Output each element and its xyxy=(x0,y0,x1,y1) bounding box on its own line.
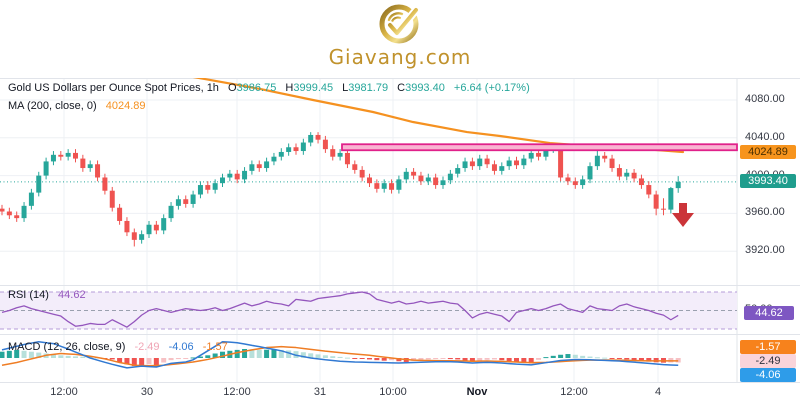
time-axis-label: 4 xyxy=(654,386,662,398)
macd-signal-badge: -1.57 xyxy=(740,340,796,354)
ma-price-badge: 4024.89 xyxy=(740,145,796,159)
high-value: 3999.45 xyxy=(293,82,334,94)
open-prefix: O xyxy=(228,82,237,94)
change-value: +6.64 (+0.17%) xyxy=(453,82,530,94)
brand-name: Giavang.com xyxy=(328,45,472,69)
symbol-info-bar[interactable]: Gold US Dollars per Ounce Spot Prices, 1… xyxy=(8,82,530,94)
macd-hist-value: -2.49 xyxy=(134,341,160,353)
time-axis-label: 12:00 xyxy=(560,386,588,398)
low-value: 3981.79 xyxy=(348,82,389,94)
open-value: 3986.75 xyxy=(236,82,277,94)
time-axis-label: 12:00 xyxy=(223,386,251,398)
close-value: 3993.40 xyxy=(405,82,445,94)
price-axis-label: 3960.00 xyxy=(745,206,785,219)
time-axis-label: 12:00 xyxy=(50,386,78,398)
time-axis-label: Nov xyxy=(466,386,488,398)
symbol-title: Gold US Dollars per Ounce Spot Prices, 1… xyxy=(8,82,219,94)
macd-line-value: -4.06 xyxy=(168,341,194,353)
ma-value: 4024.89 xyxy=(105,100,146,112)
macd-line-badge: -4.06 xyxy=(740,368,796,382)
macd-legend[interactable]: MACD (12, 26, close, 9) -2.49 -4.06 -1.5… xyxy=(8,341,228,353)
rsi-value: 44.62 xyxy=(58,289,86,301)
macd-label: MACD (12, 26, close, 9) xyxy=(8,341,126,353)
giavang-logo-icon xyxy=(379,4,420,44)
time-axis-label: 31 xyxy=(313,386,327,398)
macd-signal-value: -1.57 xyxy=(202,341,228,353)
brand-header: Giavang.com xyxy=(0,0,800,78)
time-axis-label: 30 xyxy=(140,386,154,398)
macd-hist-badge: -2.49 xyxy=(740,354,796,368)
low-prefix: L xyxy=(342,82,349,94)
close-prefix: C xyxy=(397,82,406,94)
time-axis-label: 10:00 xyxy=(379,386,407,398)
rsi-value-badge: 44.62 xyxy=(744,306,794,320)
time-axis[interactable]: 12:00 30 12:00 31 10:00 Nov 12:00 4 xyxy=(0,383,800,400)
ma-legend[interactable]: MA (200, close, 0) 4024.89 xyxy=(8,100,145,112)
rsi-legend[interactable]: RSI (14) 44.62 xyxy=(8,289,86,301)
price-chart[interactable] xyxy=(0,78,800,383)
price-axis-label: 4080.00 xyxy=(745,93,785,105)
rsi-label: RSI (14) xyxy=(8,289,49,301)
price-axis-label: 3920.00 xyxy=(745,244,785,257)
ma-label: MA (200, close, 0) xyxy=(8,100,97,112)
last-price-badge: 3993.40 xyxy=(740,174,796,188)
high-prefix: H xyxy=(285,82,294,94)
down-arrow-annotation xyxy=(672,203,694,227)
price-axis-label: 4040.00 xyxy=(745,130,785,143)
